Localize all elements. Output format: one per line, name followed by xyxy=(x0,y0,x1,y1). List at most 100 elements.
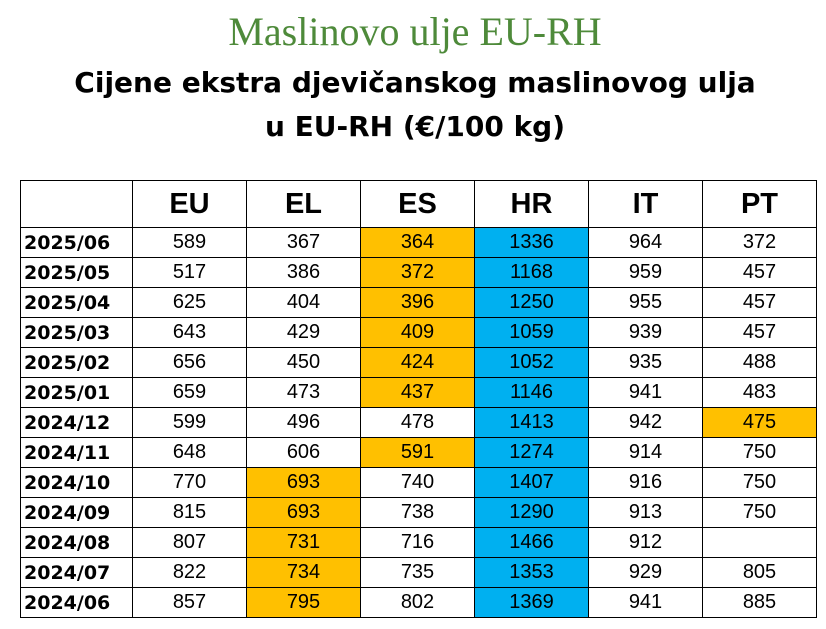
price-cell: 478 xyxy=(360,407,475,438)
price-cell: 437 xyxy=(360,377,475,408)
price-table: EU EL ES HR IT PT 2025/06 589 367 364 1336 964 372 20… xyxy=(20,180,817,618)
price-cell: 1353 xyxy=(474,557,589,588)
price-cell: 964 xyxy=(588,227,703,258)
data-row: 2024/08 807 731 716 1466 912 xyxy=(20,527,817,558)
column-header: HR xyxy=(474,180,589,228)
subtitle: Cijene ekstra djevičanskog maslinovog ul… xyxy=(74,66,756,99)
data-row: 2024/09 815 693 738 1290 913 750 xyxy=(20,497,817,528)
price-cell: 716 xyxy=(360,527,475,558)
price-cell: 386 xyxy=(246,257,361,288)
price-cell: 941 xyxy=(588,377,703,408)
price-cell: 589 xyxy=(132,227,247,258)
row-label: 2025/02 xyxy=(20,347,133,378)
data-row: 2024/06 857 795 802 1369 941 885 xyxy=(20,587,817,618)
price-cell: 648 xyxy=(132,437,247,468)
price-cell: 1413 xyxy=(474,407,589,438)
price-cell: 1059 xyxy=(474,317,589,348)
price-cell: 770 xyxy=(132,467,247,498)
column-header: EL xyxy=(246,180,361,228)
price-cell: 693 xyxy=(246,467,361,498)
header-row: EU EL ES HR IT PT xyxy=(20,180,817,228)
price-cell: 1168 xyxy=(474,257,589,288)
price-cell: 795 xyxy=(246,587,361,618)
price-cell: 815 xyxy=(132,497,247,528)
price-cell: 750 xyxy=(702,467,817,498)
price-cell: 916 xyxy=(588,467,703,498)
price-cell: 885 xyxy=(702,587,817,618)
price-cell: 396 xyxy=(360,287,475,318)
data-row: 2025/04 625 404 396 1250 955 457 xyxy=(20,287,817,318)
corner-cell xyxy=(20,180,133,228)
price-cell: 1466 xyxy=(474,527,589,558)
price-cell: 738 xyxy=(360,497,475,528)
column-header: PT xyxy=(702,180,817,228)
price-cell: 457 xyxy=(702,317,817,348)
price-cell: 935 xyxy=(588,347,703,378)
row-label: 2024/06 xyxy=(20,587,133,618)
price-cell: 913 xyxy=(588,497,703,528)
subtitle: u EU-RH (€/100 kg) xyxy=(264,110,566,143)
data-row: 2025/01 659 473 437 1146 941 483 xyxy=(20,377,817,408)
price-cell: 955 xyxy=(588,287,703,318)
column-header: EU xyxy=(132,180,247,228)
price-cell: 942 xyxy=(588,407,703,438)
price-cell: 656 xyxy=(132,347,247,378)
price-cell: 367 xyxy=(246,227,361,258)
data-row: 2024/07 822 734 735 1353 929 805 xyxy=(20,557,817,588)
column-header: IT xyxy=(588,180,703,228)
data-row: 2025/05 517 386 372 1168 959 457 xyxy=(20,257,817,288)
price-cell: 731 xyxy=(246,527,361,558)
price-cell: 802 xyxy=(360,587,475,618)
row-label: 2024/07 xyxy=(20,557,133,588)
data-row: 2025/02 656 450 424 1052 935 488 xyxy=(20,347,817,378)
price-cell: 740 xyxy=(360,467,475,498)
price-cell: 372 xyxy=(702,227,817,258)
price-cell: 1369 xyxy=(474,587,589,618)
row-label: 2024/09 xyxy=(20,497,133,528)
price-cell: 941 xyxy=(588,587,703,618)
price-cell: 939 xyxy=(588,317,703,348)
price-cell: 805 xyxy=(702,557,817,588)
row-label: 2024/08 xyxy=(20,527,133,558)
price-cell: 822 xyxy=(132,557,247,588)
price-cell: 424 xyxy=(360,347,475,378)
price-cell: 488 xyxy=(702,347,817,378)
price-cell: 1336 xyxy=(474,227,589,258)
price-cell: 912 xyxy=(588,527,703,558)
data-row: 2024/11 648 606 591 1274 914 750 xyxy=(20,437,817,468)
row-label: 2024/10 xyxy=(20,467,133,498)
data-row: 2024/10 770 693 740 1407 916 750 xyxy=(20,467,817,498)
price-cell: 372 xyxy=(360,257,475,288)
price-cell: 457 xyxy=(702,287,817,318)
price-cell: 1052 xyxy=(474,347,589,378)
title: Maslinovo ulje EU-RH xyxy=(228,9,602,54)
price-cell: 857 xyxy=(132,587,247,618)
row-label: 2025/01 xyxy=(20,377,133,408)
price-cell: 734 xyxy=(246,557,361,588)
row-label: 2025/06 xyxy=(20,227,133,258)
price-cell: 591 xyxy=(360,437,475,468)
price-cell: 659 xyxy=(132,377,247,408)
data-row: 2025/06 589 367 364 1336 964 372 xyxy=(20,227,817,258)
price-cell: 450 xyxy=(246,347,361,378)
price-cell: 409 xyxy=(360,317,475,348)
price-cell: 404 xyxy=(246,287,361,318)
price-cell: 1290 xyxy=(474,497,589,528)
price-cell: 429 xyxy=(246,317,361,348)
price-cell: 693 xyxy=(246,497,361,528)
price-cell: 750 xyxy=(702,437,817,468)
price-cell: 807 xyxy=(132,527,247,558)
price-cell: 473 xyxy=(246,377,361,408)
price-cell: 914 xyxy=(588,437,703,468)
price-cell xyxy=(702,527,817,558)
row-label: 2025/05 xyxy=(20,257,133,288)
price-cell: 483 xyxy=(702,377,817,408)
price-cell: 750 xyxy=(702,497,817,528)
data-row: 2025/03 643 429 409 1059 939 457 xyxy=(20,317,817,348)
price-cell: 1146 xyxy=(474,377,589,408)
price-cell: 475 xyxy=(702,407,817,438)
price-cell: 643 xyxy=(132,317,247,348)
price-cell: 735 xyxy=(360,557,475,588)
price-cell: 1274 xyxy=(474,437,589,468)
